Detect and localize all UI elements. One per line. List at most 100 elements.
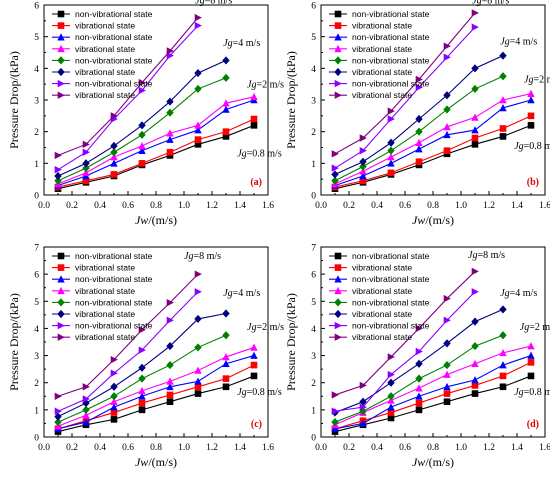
legend-entry: vibrational state xyxy=(75,44,135,54)
legend-entry: vibrational state xyxy=(75,90,135,100)
chart-panel: 0.0 0.2 0.4 0.6 0.8 1.0 1.2 1.4 1.6 0 1 2 3 4 5 6 7 Jw/(m… xyxy=(7,244,284,470)
series-line xyxy=(334,124,532,190)
legend-entry: vibrational state xyxy=(75,67,135,77)
data-point xyxy=(527,342,535,350)
x-tick-label: 1.0 xyxy=(455,201,467,211)
legend-marker xyxy=(334,286,342,295)
x-tick-label: 0.8 xyxy=(427,443,439,453)
data-point xyxy=(359,397,367,406)
x-tick-label: 1.2 xyxy=(206,201,218,211)
x-tick-label: 0.2 xyxy=(343,443,355,453)
legend-marker xyxy=(334,22,342,29)
data-point xyxy=(138,142,146,150)
data-point xyxy=(331,391,339,399)
data-point xyxy=(443,123,451,131)
x-tick-label: 1.6 xyxy=(262,443,274,453)
data-point xyxy=(499,305,507,314)
jg-annotation: Jg=8 m/s xyxy=(184,251,221,262)
legend-entry: vibrational state xyxy=(352,67,412,77)
y-tick-label: 3 xyxy=(311,97,316,107)
legend-marker xyxy=(334,33,342,41)
x-tick-label: 1.2 xyxy=(483,443,495,453)
jg-annotation: Jg=4 m/s xyxy=(500,37,537,48)
legend-entry: vibrational state xyxy=(75,263,135,273)
legend-marker xyxy=(57,22,65,29)
legend-marker xyxy=(57,309,65,319)
legend-marker xyxy=(57,321,65,330)
data-point xyxy=(527,351,535,359)
data-point xyxy=(527,122,535,129)
series-line xyxy=(334,345,532,426)
data-point xyxy=(471,134,479,142)
x-axis-title: Jw/(m/s) xyxy=(412,455,454,469)
data-point xyxy=(499,72,507,81)
legend-entry: non-vibrational state xyxy=(352,79,430,89)
y-tick-label: 7 xyxy=(34,244,39,254)
series-line xyxy=(57,273,199,397)
data-point xyxy=(194,121,202,129)
x-tick-label: 1.4 xyxy=(234,443,246,453)
legend-entry: non-vibrational state xyxy=(352,55,430,65)
series-line xyxy=(57,25,199,171)
series-line xyxy=(334,12,476,155)
legend-marker xyxy=(57,264,65,271)
data-point xyxy=(471,23,479,31)
data-point xyxy=(250,343,258,351)
data-point xyxy=(82,168,90,177)
legend-marker xyxy=(57,91,65,99)
legend-marker xyxy=(57,252,65,260)
x-tick-label: 0.0 xyxy=(315,443,327,453)
data-point xyxy=(222,309,230,318)
y-tick-label: 4 xyxy=(311,65,316,75)
data-point xyxy=(138,160,146,167)
data-point xyxy=(387,169,395,177)
data-point xyxy=(471,390,479,397)
x-tick-label: 1.0 xyxy=(455,443,467,453)
data-point xyxy=(194,377,202,385)
legend-marker xyxy=(57,10,65,18)
data-point xyxy=(138,86,146,95)
data-point xyxy=(194,288,202,296)
data-point xyxy=(222,105,230,113)
y-tick-label: 1 xyxy=(311,160,316,170)
data-point xyxy=(471,126,479,134)
data-point xyxy=(471,382,479,389)
data-point xyxy=(499,372,507,380)
data-point xyxy=(82,418,90,426)
data-point xyxy=(138,363,146,372)
legend-entry: non-vibrational state xyxy=(352,321,430,331)
data-point xyxy=(138,130,146,139)
legend-entry: vibrational state xyxy=(352,90,412,100)
x-tick-label: 0.4 xyxy=(94,443,106,453)
data-point xyxy=(138,386,146,395)
x-tick-label: 0.8 xyxy=(150,443,162,453)
data-point xyxy=(443,316,451,324)
legend-marker xyxy=(334,67,342,77)
legend-entry: non-vibrational state xyxy=(75,55,153,65)
y-tick-label: 0 xyxy=(311,192,316,202)
data-point xyxy=(527,112,535,120)
data-point xyxy=(54,407,62,415)
data-point xyxy=(527,359,535,366)
data-point xyxy=(499,125,507,132)
data-point xyxy=(387,138,395,147)
data-point xyxy=(387,353,395,361)
data-point xyxy=(415,374,423,383)
data-point xyxy=(194,68,202,78)
y-tick-label: 2 xyxy=(34,128,39,138)
legend-marker xyxy=(334,309,342,319)
data-point xyxy=(471,341,479,351)
x-tick-label: 0.4 xyxy=(371,443,383,453)
series-line xyxy=(334,375,532,433)
legend-marker xyxy=(334,321,342,330)
data-point xyxy=(499,383,507,391)
data-point xyxy=(82,148,90,156)
panel-label: (d) xyxy=(527,419,539,430)
legend-entry: non-vibrational state xyxy=(352,297,430,307)
data-point xyxy=(471,376,479,384)
data-point xyxy=(471,9,479,17)
data-point xyxy=(443,398,451,406)
data-point xyxy=(387,159,395,167)
legend-entry: vibrational state xyxy=(352,21,412,31)
